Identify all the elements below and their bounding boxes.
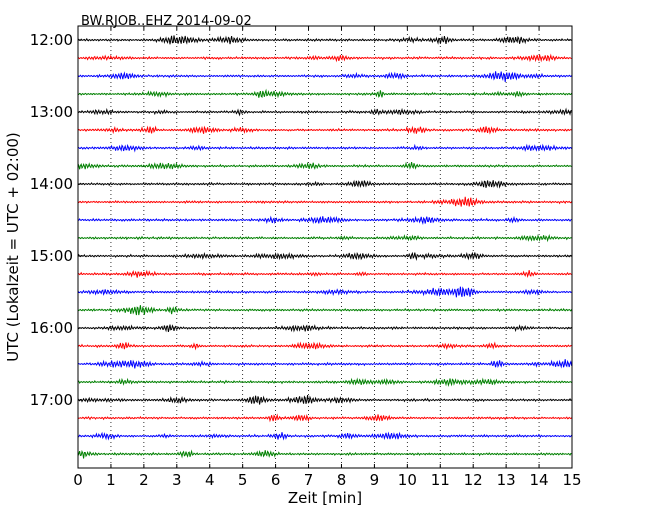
trace-1300 [77, 107, 572, 117]
trace-1630 [77, 359, 573, 369]
x-tick-label: 12 [464, 471, 483, 489]
trace-1500 [77, 251, 572, 261]
x-tick-label: 1 [106, 471, 116, 489]
x-tick-label: 9 [370, 471, 380, 489]
x-axis: 0 1 2 3 4 5 6 7 8 9 10 11 12 13 14 15 [73, 26, 582, 489]
x-tick-label: 3 [172, 471, 182, 489]
trace-1430 [78, 215, 572, 226]
x-axis-label: Zeit [min] [288, 489, 362, 507]
trace-1200 [77, 35, 572, 45]
seismic-traces [77, 35, 573, 459]
trace-1615 [77, 341, 572, 351]
y-tick-label: 17:00 [30, 391, 73, 409]
trace-1530 [77, 286, 572, 298]
y-axis-label: UTC (Lokalzeit = UTC + 02:00) [4, 132, 22, 362]
trace-1515 [77, 269, 572, 278]
x-tick-label: 4 [205, 471, 215, 489]
trace-1445 [77, 234, 572, 243]
x-tick-label: 5 [238, 471, 248, 489]
x-tick-label: 2 [139, 471, 149, 489]
trace-1745 [77, 449, 572, 459]
trace-1215 [77, 53, 572, 63]
trace-1315 [77, 125, 572, 135]
y-tick-label: 12:00 [30, 31, 73, 49]
x-tick-label: 14 [530, 471, 549, 489]
y-tick-label: 13:00 [30, 103, 73, 121]
trace-1700 [77, 394, 572, 405]
x-tick-label: 7 [304, 471, 314, 489]
plot-frame [77, 25, 573, 469]
chart-title: BW.RJOB..EHZ 2014-09-02 [81, 14, 252, 29]
x-tick-label: 6 [271, 471, 281, 489]
trace-1730 [77, 431, 573, 441]
trace-1645 [77, 377, 572, 388]
y-tick-label: 14:00 [30, 175, 73, 193]
trace-1345 [77, 161, 572, 170]
y-tick-label: 15:00 [30, 247, 73, 265]
y-tick-label: 16:00 [30, 319, 73, 337]
trace-1400 [77, 179, 572, 189]
trace-1545 [77, 305, 573, 316]
trace-1245 [77, 88, 573, 99]
x-tick-label: 11 [431, 471, 450, 489]
trace-1715 [77, 413, 572, 423]
x-tick-label: 0 [73, 471, 83, 489]
y-axis: 12:00 13:00 14:00 15:00 16:00 17:00 [30, 31, 572, 409]
trace-1415 [77, 196, 573, 207]
x-tick-label: 15 [562, 471, 581, 489]
trace-1330 [77, 143, 573, 153]
trace-1230 [77, 71, 572, 82]
x-tick-label: 8 [337, 471, 347, 489]
x-tick-label: 10 [398, 471, 417, 489]
trace-1600 [77, 324, 572, 333]
grid-lines [110, 26, 540, 468]
x-tick-label: 13 [497, 471, 516, 489]
